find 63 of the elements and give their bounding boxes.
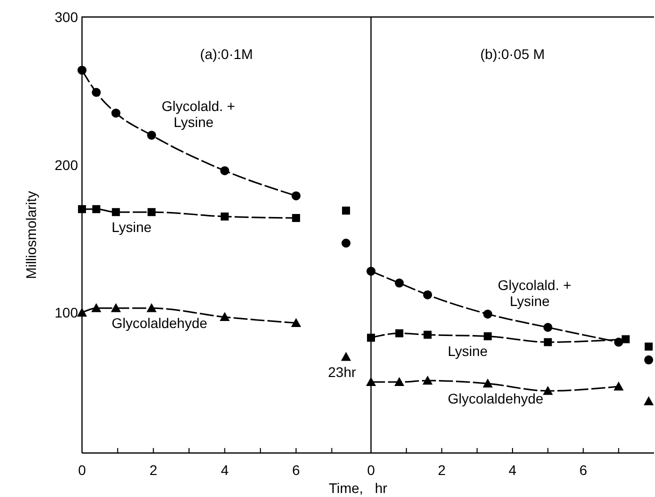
point <box>147 130 156 140</box>
point <box>220 166 230 176</box>
point <box>484 332 492 340</box>
point <box>644 342 653 351</box>
point <box>77 308 87 317</box>
point <box>622 335 630 344</box>
point <box>366 377 376 386</box>
annotation: 23hr <box>328 364 356 380</box>
point <box>92 88 101 97</box>
point <box>644 355 654 364</box>
point <box>644 396 654 406</box>
x-tick-label: 6 <box>292 462 300 478</box>
series-label: Glycolald. + Lysine <box>498 277 572 310</box>
text: (b):0·05 M <box>480 46 545 62</box>
point <box>220 312 230 322</box>
point <box>292 191 301 200</box>
point <box>148 208 156 216</box>
x-axis-title: Time, hr <box>328 480 388 496</box>
point <box>91 303 102 312</box>
point <box>111 108 120 118</box>
y-tick-label: 300 <box>54 9 78 25</box>
point <box>482 378 493 388</box>
point <box>112 208 120 216</box>
point <box>78 66 86 75</box>
series-label: Lysine <box>448 343 488 360</box>
x-tick-label: 2 <box>438 462 446 478</box>
x-tick-label: 6 <box>579 462 588 478</box>
point <box>292 214 300 222</box>
x-tick-label: 2 <box>149 462 158 478</box>
point <box>146 303 157 312</box>
x-tick-label: 4 <box>508 462 517 478</box>
y-tick-label: 200 <box>54 156 78 173</box>
x-tick-label: 0 <box>367 462 376 478</box>
point <box>110 303 121 312</box>
y-tick-label: 100 <box>54 304 78 321</box>
point <box>543 322 552 332</box>
x-tick-label: 0 <box>78 462 86 478</box>
point <box>483 310 492 319</box>
y-axis-title: Milliosmolarity <box>23 191 39 279</box>
point <box>366 266 376 276</box>
point <box>341 352 352 361</box>
point <box>424 330 432 339</box>
point <box>422 376 433 385</box>
point <box>220 212 229 221</box>
point <box>78 205 86 214</box>
point <box>395 329 404 338</box>
series-label: Glycolald. + Lysine <box>162 98 236 130</box>
point <box>394 278 404 288</box>
point <box>367 334 375 342</box>
series-label: Glycolaldehyde <box>448 390 544 407</box>
series-label: Lysine <box>112 219 152 236</box>
point <box>291 318 302 327</box>
point <box>544 338 552 346</box>
text: (a):0·1M <box>200 46 253 62</box>
series-label: Glycolaldehyde <box>112 315 208 332</box>
point <box>423 290 432 300</box>
point <box>342 238 351 248</box>
point <box>614 381 624 390</box>
point <box>394 377 404 386</box>
x-tick-label: 4 <box>220 462 229 478</box>
point <box>542 386 553 395</box>
point <box>342 206 350 215</box>
point <box>92 205 100 214</box>
